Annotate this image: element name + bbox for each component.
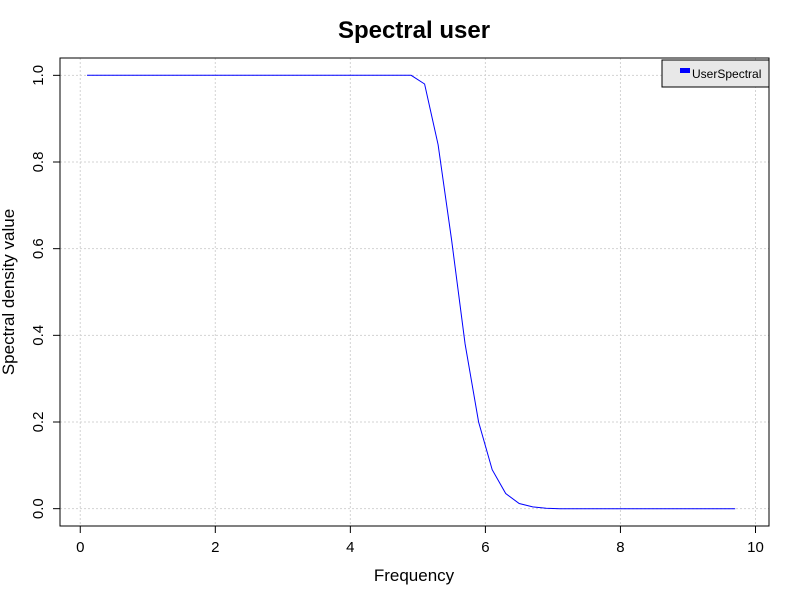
y-tick-label: 0.0 — [30, 498, 47, 519]
x-tick-label: 8 — [616, 539, 624, 556]
x-tick-label: 0 — [76, 539, 84, 556]
x-tick-label: 4 — [346, 539, 354, 556]
x-axis-label: Frequency — [374, 566, 455, 585]
y-axis: 0.0 0.2 0.4 0.6 0.8 1.0 — [30, 65, 60, 519]
y-axis-label: Spectral density value — [0, 209, 18, 375]
y-tick-label: 0.2 — [30, 412, 47, 433]
y-tick-label: 0.8 — [30, 152, 47, 173]
x-tick-label: 6 — [481, 539, 489, 556]
x-tick-label: 2 — [211, 539, 219, 556]
series-line-userspectral — [87, 74, 736, 510]
grid-lines — [60, 58, 769, 526]
legend-label-userspectral: UserSpectral — [692, 67, 761, 81]
plot-frame — [59, 57, 770, 527]
y-tick-label: 1.0 — [30, 65, 47, 86]
legend: UserSpectral — [661, 59, 770, 88]
x-axis: 0 2 4 6 8 10 — [76, 526, 764, 556]
legend-box — [661, 59, 770, 88]
legend-swatch — [680, 68, 690, 73]
x-tick-label: 10 — [747, 539, 764, 556]
chart-title: Spectral user — [338, 17, 490, 44]
y-tick-label: 0.6 — [30, 238, 47, 259]
series-layer — [87, 74, 736, 510]
y-tick-label: 0.4 — [30, 325, 47, 346]
